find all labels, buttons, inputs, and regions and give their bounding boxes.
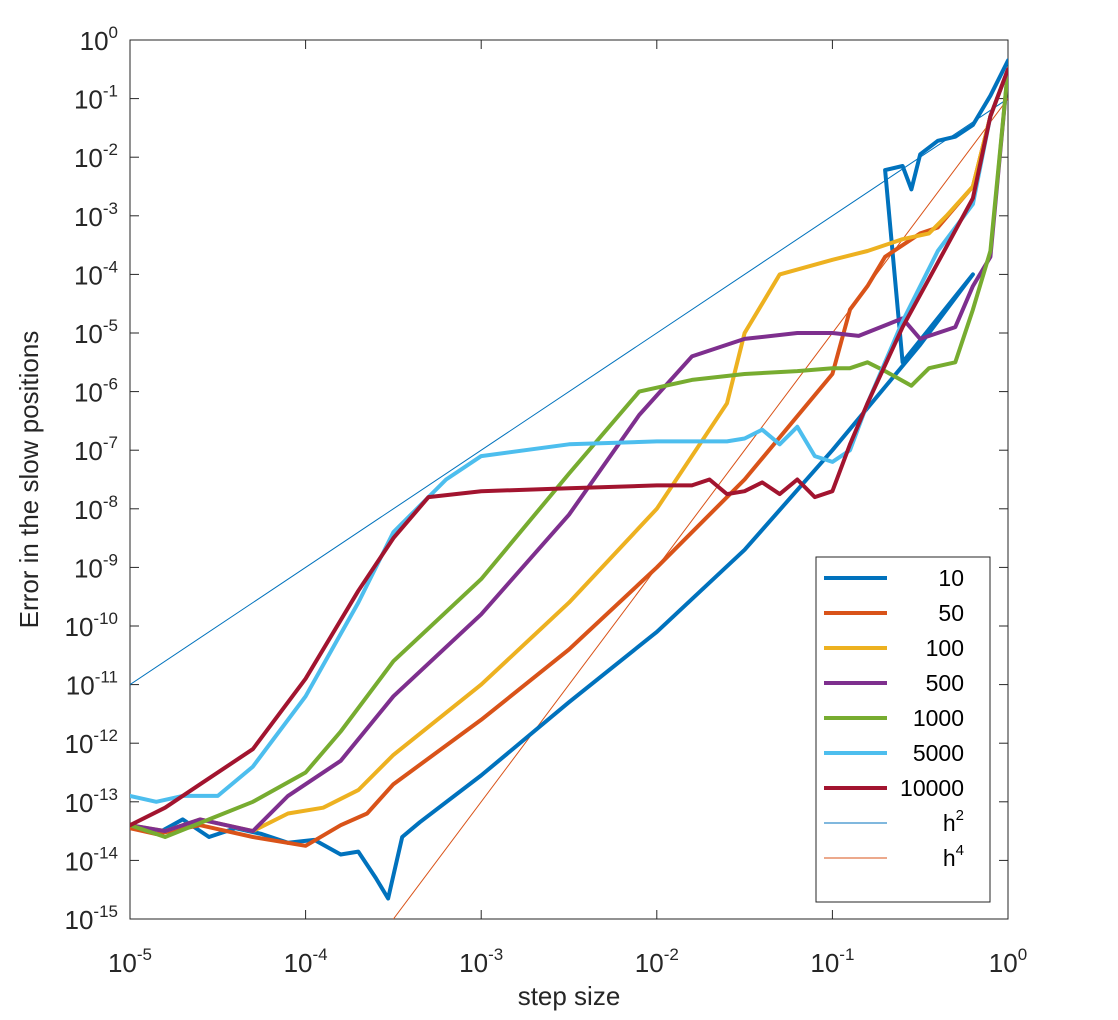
legend-label: 50	[938, 600, 964, 626]
x-tick-label: 10-4	[284, 945, 328, 978]
y-tick-label: 10-15	[65, 902, 119, 935]
x-tick-label: 10-1	[810, 945, 854, 978]
series-line-500	[130, 67, 1008, 834]
y-tick-label: 10-7	[74, 433, 118, 466]
y-tick-label: 10-1	[74, 82, 118, 115]
legend-label: 10	[938, 565, 964, 591]
plot-frame	[129, 39, 1009, 920]
y-tick-label: 10-13	[65, 785, 119, 818]
y-tick-label: 10-14	[65, 843, 119, 876]
series-line-h4	[392, 98, 1008, 919]
series-line-10000	[130, 67, 1008, 828]
x-tick-label: 10-2	[635, 945, 679, 978]
y-tick-label: 10-9	[74, 550, 118, 583]
x-tick-label: 100	[989, 945, 1027, 978]
y-axis-label: Error in the slow positions	[14, 331, 44, 629]
y-tick-label: 10-3	[74, 199, 118, 232]
legend-label: 5000	[913, 740, 964, 766]
y-tick-label: 10-4	[74, 257, 118, 290]
series-line-10	[130, 58, 1008, 901]
tick-labels: 10-5 10-4 10-3 10-2 10-1 100 10-15 10-14 10-13 10…	[65, 23, 1028, 978]
y-tick-label: 10-12	[65, 726, 119, 759]
y-tick-label: 10-6	[74, 375, 118, 408]
series-line-1000	[130, 67, 1008, 839]
legend-label: 1000	[913, 705, 964, 731]
y-tick-label: 10-10	[65, 609, 119, 642]
legend-label: 100	[926, 635, 964, 661]
x-tick-label: 10-3	[459, 945, 503, 978]
legend-label: h4	[943, 842, 964, 871]
y-tick-label: 10-11	[66, 668, 118, 701]
y-tick-label: 100	[80, 23, 118, 56]
legend-label: 500	[926, 670, 964, 696]
x-axis-label: step size	[518, 981, 621, 1011]
x-tick-label: 10-5	[108, 945, 152, 978]
y-tick-label: 10-8	[74, 492, 118, 525]
y-tick-label: 10-5	[74, 316, 118, 349]
legend: 10 50 100 500 1000 5000 10000 h2 h4	[815, 556, 991, 903]
axes-box	[129, 39, 1009, 920]
legend-label: h2	[943, 807, 964, 836]
y-tick-label: 10-2	[74, 140, 118, 173]
series-line-h2	[130, 98, 1008, 686]
series-line-100	[130, 67, 1008, 834]
series-group	[130, 58, 1008, 919]
legend-label: 10000	[900, 775, 964, 801]
